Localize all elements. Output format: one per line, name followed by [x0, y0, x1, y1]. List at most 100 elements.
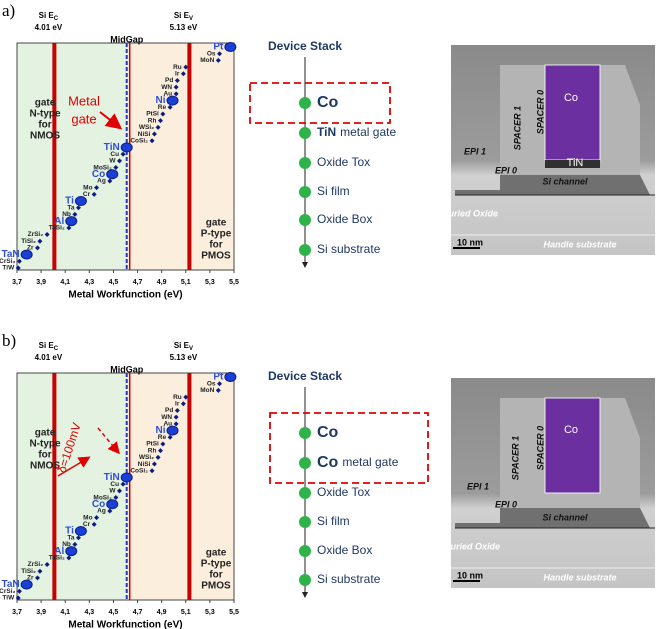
x-tick-label: 4,3: [84, 609, 94, 616]
x-tick-label: 5,5: [229, 279, 239, 286]
x-tick-label: 5,3: [205, 279, 215, 286]
tem-label: SPACER 0: [535, 426, 545, 470]
layer-dot: [299, 244, 311, 256]
band-name-sub: C: [54, 346, 59, 352]
tem-gate: [545, 398, 600, 493]
metal-point: [225, 373, 236, 382]
band-value: 5.13 eV: [170, 23, 198, 32]
n-region-text: N-type: [29, 109, 61, 120]
band-name-text: Si E: [174, 341, 190, 350]
tem-label: Si channel: [542, 176, 588, 186]
x-tick-label: 4,7: [133, 279, 143, 286]
panel-label: a): [2, 1, 15, 20]
layer-dot: [299, 97, 311, 109]
x-tick-label: 4,9: [157, 609, 167, 616]
metal-point: [167, 96, 178, 105]
layer-text: Oxide Box: [317, 543, 372, 557]
p-region-text: PMOS: [201, 251, 231, 262]
tem-label: EPI 0: [495, 165, 517, 175]
layer-text: Oxide Tox: [317, 155, 370, 169]
x-tick-label: 3,9: [36, 609, 46, 616]
band-name-text: Si E: [174, 11, 190, 20]
tem-label: TiN: [567, 157, 584, 169]
band-name: Si EC: [39, 11, 59, 21]
layer-text: Si substrate: [317, 242, 381, 256]
x-tick-label: 5,5: [229, 609, 239, 616]
layer-label: Oxide Box: [317, 543, 372, 557]
x-tick-label: 3,7: [12, 609, 22, 616]
layer-text: Si film: [317, 184, 350, 198]
layer-text: Oxide Tox: [317, 485, 370, 499]
p-region-text: gate: [206, 218, 227, 229]
x-tick-label: 3,9: [36, 279, 46, 286]
layer-text: metal gate: [340, 125, 396, 139]
layer-dot: [299, 127, 311, 139]
layer-dot: [299, 427, 311, 439]
x-tick-label: 4,5: [109, 279, 119, 286]
layer-label: Si film: [317, 184, 350, 198]
tem-label: SPACER 1: [510, 436, 520, 480]
highlight-box: [270, 413, 428, 483]
tem-label: Buried Oxide: [442, 208, 498, 218]
tem-label: Si channel: [542, 512, 588, 522]
x-tick-label: 4,7: [133, 609, 143, 616]
p-region-text: gate: [206, 548, 227, 559]
p-region-text: P-type: [201, 559, 232, 570]
metal-label: MoN: [200, 387, 214, 394]
band-name-sub: C: [54, 16, 59, 22]
metal-label: Ir: [175, 401, 180, 408]
x-tick-label: 4,3: [84, 279, 94, 286]
tem-label: EPI 0: [495, 499, 517, 509]
tem-label: Buried Oxide: [444, 541, 500, 551]
metal-label: TiW: [2, 265, 15, 272]
tem-label: Co: [564, 92, 578, 104]
layer-dot: [299, 186, 311, 198]
band-value: 4.01 eV: [35, 23, 63, 32]
layer-label: Co: [317, 424, 339, 441]
band-name-text: Si E: [39, 341, 55, 350]
layer-name: TiN: [317, 125, 336, 139]
layer-label: TiN metal gate: [317, 125, 396, 139]
layer-name: Co: [317, 424, 339, 441]
metal-label: TaSi₂: [49, 555, 65, 562]
layer-label: Si substrate: [317, 572, 381, 586]
layer-label: Si film: [317, 514, 350, 528]
midgap-label: MidGap: [110, 364, 144, 374]
p-region-text: for: [209, 570, 222, 581]
metal-point: [75, 197, 86, 206]
tem-gate: [545, 65, 600, 160]
band-name: Si EC: [39, 341, 59, 351]
x-tick-label: 5,3: [205, 609, 215, 616]
layer-dot: [299, 457, 311, 469]
layer-dot: [299, 516, 311, 528]
metal-label: CoSi₂: [130, 467, 148, 474]
x-tick-label: 4,1: [60, 609, 70, 616]
layer-name: Co: [317, 454, 339, 471]
x-tick-label: 5,1: [181, 609, 191, 616]
tem-label: EPI 1: [467, 481, 489, 491]
x-axis-title: Metal Workfunction (eV): [68, 620, 182, 629]
band-name-sub: V: [189, 16, 193, 22]
metal-label: Ag: [97, 178, 106, 185]
band-name: Si EV: [174, 11, 193, 21]
metal-label: Ir: [175, 71, 180, 78]
n-region-text: NMOS: [30, 131, 60, 142]
band-name: Si EV: [174, 341, 193, 351]
metal-point: [107, 170, 118, 179]
n-region-text: gate: [35, 98, 56, 109]
p-region-text: PMOS: [201, 581, 231, 592]
layer-text: Oxide Box: [317, 212, 372, 226]
band-value: 4.01 eV: [35, 353, 63, 362]
layer-label: Si substrate: [317, 242, 381, 256]
metal-point: [121, 473, 132, 482]
n-region-text: for: [38, 450, 51, 461]
tem-label: 10 nm: [457, 570, 483, 580]
x-tick-label: 5,1: [181, 279, 191, 286]
x-tick-label: 3,7: [12, 279, 22, 286]
band-name-sub: V: [189, 346, 193, 352]
x-axis-title: Metal Workfunction (eV): [68, 290, 182, 301]
layer-dot: [299, 487, 311, 499]
layer-dot: [299, 574, 311, 586]
tem-label: EPI 1: [464, 146, 486, 156]
tem-label: Handle substrate: [543, 572, 616, 582]
